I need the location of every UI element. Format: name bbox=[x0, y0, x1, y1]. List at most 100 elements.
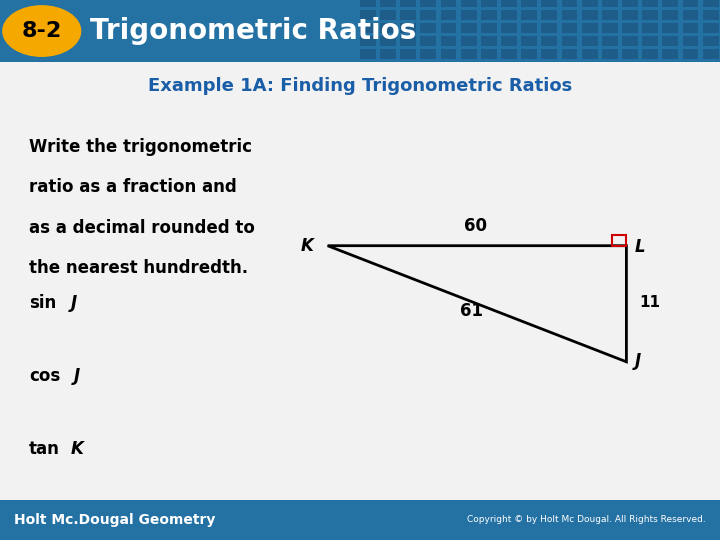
FancyBboxPatch shape bbox=[683, 36, 698, 46]
FancyBboxPatch shape bbox=[622, 36, 638, 46]
Text: L: L bbox=[635, 238, 646, 255]
FancyBboxPatch shape bbox=[420, 23, 436, 33]
FancyBboxPatch shape bbox=[501, 23, 517, 33]
FancyBboxPatch shape bbox=[521, 10, 537, 20]
FancyBboxPatch shape bbox=[541, 23, 557, 33]
FancyBboxPatch shape bbox=[521, 23, 537, 33]
FancyBboxPatch shape bbox=[461, 36, 477, 46]
Text: K: K bbox=[300, 237, 313, 255]
FancyBboxPatch shape bbox=[582, 10, 598, 20]
Text: sin: sin bbox=[29, 294, 56, 312]
FancyBboxPatch shape bbox=[602, 10, 618, 20]
FancyBboxPatch shape bbox=[562, 23, 577, 33]
FancyBboxPatch shape bbox=[420, 36, 436, 46]
FancyBboxPatch shape bbox=[400, 36, 416, 46]
FancyBboxPatch shape bbox=[622, 0, 638, 7]
FancyBboxPatch shape bbox=[703, 23, 719, 33]
FancyBboxPatch shape bbox=[541, 49, 557, 59]
FancyBboxPatch shape bbox=[380, 0, 396, 7]
FancyBboxPatch shape bbox=[0, 500, 720, 540]
Bar bbox=[612, 235, 626, 246]
Text: the nearest hundredth.: the nearest hundredth. bbox=[29, 259, 248, 277]
Text: Write the trigonometric: Write the trigonometric bbox=[29, 138, 252, 156]
FancyBboxPatch shape bbox=[683, 10, 698, 20]
Text: J: J bbox=[635, 352, 642, 370]
FancyBboxPatch shape bbox=[602, 0, 618, 7]
FancyBboxPatch shape bbox=[703, 36, 719, 46]
FancyBboxPatch shape bbox=[441, 10, 456, 20]
FancyBboxPatch shape bbox=[501, 36, 517, 46]
Text: tan: tan bbox=[29, 440, 60, 458]
FancyBboxPatch shape bbox=[703, 10, 719, 20]
FancyBboxPatch shape bbox=[602, 49, 618, 59]
FancyBboxPatch shape bbox=[481, 49, 497, 59]
FancyBboxPatch shape bbox=[360, 49, 376, 59]
FancyBboxPatch shape bbox=[420, 10, 436, 20]
FancyBboxPatch shape bbox=[461, 10, 477, 20]
FancyBboxPatch shape bbox=[360, 10, 376, 20]
FancyBboxPatch shape bbox=[582, 36, 598, 46]
FancyBboxPatch shape bbox=[441, 23, 456, 33]
Text: 60: 60 bbox=[464, 217, 487, 235]
Text: as a decimal rounded to: as a decimal rounded to bbox=[29, 219, 255, 237]
FancyBboxPatch shape bbox=[380, 49, 396, 59]
FancyBboxPatch shape bbox=[420, 0, 436, 7]
FancyBboxPatch shape bbox=[662, 10, 678, 20]
FancyBboxPatch shape bbox=[481, 36, 497, 46]
FancyBboxPatch shape bbox=[662, 49, 678, 59]
FancyBboxPatch shape bbox=[562, 49, 577, 59]
FancyBboxPatch shape bbox=[380, 36, 396, 46]
FancyBboxPatch shape bbox=[400, 10, 416, 20]
Ellipse shape bbox=[2, 5, 81, 57]
FancyBboxPatch shape bbox=[562, 0, 577, 7]
FancyBboxPatch shape bbox=[400, 23, 416, 33]
Text: Copyright © by Holt Mc Dougal. All Rights Reserved.: Copyright © by Holt Mc Dougal. All Right… bbox=[467, 515, 706, 524]
FancyBboxPatch shape bbox=[360, 36, 376, 46]
Text: Example 1A: Finding Trigonometric Ratios: Example 1A: Finding Trigonometric Ratios bbox=[148, 77, 572, 96]
FancyBboxPatch shape bbox=[642, 23, 658, 33]
FancyBboxPatch shape bbox=[622, 23, 638, 33]
Text: Holt Mc.Dougal Geometry: Holt Mc.Dougal Geometry bbox=[14, 513, 216, 526]
Text: 8-2: 8-2 bbox=[22, 21, 62, 41]
FancyBboxPatch shape bbox=[582, 49, 598, 59]
FancyBboxPatch shape bbox=[703, 0, 719, 7]
FancyBboxPatch shape bbox=[622, 10, 638, 20]
FancyBboxPatch shape bbox=[441, 0, 456, 7]
FancyBboxPatch shape bbox=[582, 0, 598, 7]
FancyBboxPatch shape bbox=[683, 23, 698, 33]
FancyBboxPatch shape bbox=[461, 49, 477, 59]
Text: J: J bbox=[71, 294, 77, 312]
FancyBboxPatch shape bbox=[400, 49, 416, 59]
FancyBboxPatch shape bbox=[642, 36, 658, 46]
FancyBboxPatch shape bbox=[0, 0, 720, 62]
FancyBboxPatch shape bbox=[541, 0, 557, 7]
FancyBboxPatch shape bbox=[642, 49, 658, 59]
FancyBboxPatch shape bbox=[441, 49, 456, 59]
FancyBboxPatch shape bbox=[521, 36, 537, 46]
Text: 11: 11 bbox=[639, 295, 660, 310]
FancyBboxPatch shape bbox=[481, 23, 497, 33]
FancyBboxPatch shape bbox=[501, 49, 517, 59]
FancyBboxPatch shape bbox=[642, 0, 658, 7]
Text: J: J bbox=[73, 367, 80, 385]
FancyBboxPatch shape bbox=[582, 23, 598, 33]
FancyBboxPatch shape bbox=[360, 23, 376, 33]
FancyBboxPatch shape bbox=[662, 36, 678, 46]
Text: K: K bbox=[71, 440, 84, 458]
Text: cos: cos bbox=[29, 367, 60, 385]
Text: Trigonometric Ratios: Trigonometric Ratios bbox=[90, 17, 416, 45]
FancyBboxPatch shape bbox=[501, 0, 517, 7]
FancyBboxPatch shape bbox=[521, 49, 537, 59]
FancyBboxPatch shape bbox=[562, 10, 577, 20]
FancyBboxPatch shape bbox=[481, 0, 497, 7]
FancyBboxPatch shape bbox=[360, 0, 376, 7]
FancyBboxPatch shape bbox=[683, 49, 698, 59]
FancyBboxPatch shape bbox=[703, 49, 719, 59]
FancyBboxPatch shape bbox=[602, 23, 618, 33]
FancyBboxPatch shape bbox=[662, 0, 678, 7]
FancyBboxPatch shape bbox=[562, 36, 577, 46]
FancyBboxPatch shape bbox=[662, 23, 678, 33]
FancyBboxPatch shape bbox=[441, 36, 456, 46]
Text: ratio as a fraction and: ratio as a fraction and bbox=[29, 178, 237, 196]
FancyBboxPatch shape bbox=[683, 0, 698, 7]
